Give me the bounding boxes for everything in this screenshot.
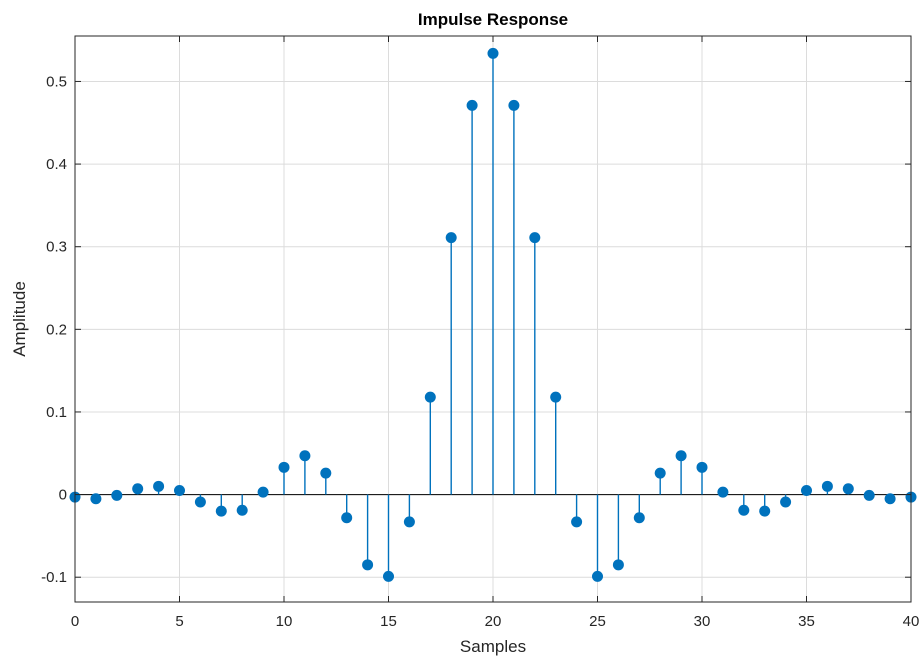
stem-marker bbox=[236, 504, 248, 516]
y-tick-label: 0 bbox=[59, 487, 67, 504]
stem-marker bbox=[362, 559, 374, 571]
x-tick-label: 10 bbox=[276, 613, 293, 630]
stem-marker bbox=[592, 570, 603, 582]
stem-marker bbox=[675, 450, 687, 462]
stem-marker bbox=[717, 486, 729, 498]
stem-marker bbox=[132, 483, 144, 495]
stem-marker bbox=[466, 99, 478, 111]
stem-marker bbox=[612, 559, 624, 571]
stem-marker bbox=[842, 483, 854, 495]
y-tick-label: 0.5 bbox=[46, 73, 67, 90]
stem-marker bbox=[445, 232, 457, 244]
x-tick-label: 25 bbox=[589, 613, 606, 630]
y-tick-label: 0.3 bbox=[46, 239, 67, 256]
chart-title: Impulse Response bbox=[418, 10, 568, 29]
stem-marker bbox=[654, 467, 666, 479]
stem-marker bbox=[194, 496, 206, 508]
stem-marker bbox=[424, 391, 436, 403]
stem-marker bbox=[821, 480, 833, 492]
x-tick-label: 5 bbox=[175, 613, 183, 630]
stem-marker bbox=[801, 484, 812, 496]
stem-marker bbox=[299, 450, 311, 462]
stem-marker bbox=[529, 232, 541, 244]
y-axis-ticks: -0.1 0 0.1 0.2 0.3 0.4 0.5 bbox=[41, 73, 911, 586]
stem-marker bbox=[320, 467, 332, 479]
stem-marker bbox=[884, 493, 896, 505]
x-axis-label: Samples bbox=[460, 637, 526, 656]
x-tick-label: 40 bbox=[903, 613, 920, 630]
y-axis-label: Amplitude bbox=[10, 281, 29, 357]
x-axis-ticks: 0 5 10 15 20 25 30 35 40 bbox=[71, 36, 920, 630]
stem-marker bbox=[633, 512, 645, 524]
stem-marker bbox=[738, 504, 750, 516]
stem-markers bbox=[69, 47, 917, 582]
y-tick-label: -0.1 bbox=[41, 569, 67, 586]
stem-marker bbox=[780, 496, 792, 508]
stem-marker bbox=[696, 461, 708, 473]
stem-marker bbox=[153, 480, 165, 492]
stem-marker bbox=[550, 391, 562, 403]
stem-marker bbox=[508, 99, 520, 111]
x-tick-label: 30 bbox=[694, 613, 711, 630]
stem-marker bbox=[174, 484, 185, 496]
stem-marker bbox=[215, 505, 227, 517]
y-tick-label: 0.2 bbox=[46, 321, 67, 338]
stem-marker bbox=[487, 47, 499, 59]
stem-marker bbox=[571, 516, 583, 528]
stem-marker bbox=[341, 512, 353, 524]
stem-marker bbox=[759, 505, 771, 517]
x-tick-label: 20 bbox=[485, 613, 502, 630]
stem-marker bbox=[111, 489, 123, 501]
y-tick-label: 0.1 bbox=[46, 404, 67, 421]
stem-marker bbox=[278, 461, 290, 473]
stem-marker bbox=[403, 516, 415, 528]
y-tick-label: 0.4 bbox=[46, 156, 67, 173]
x-tick-label: 35 bbox=[798, 613, 815, 630]
stem-marker bbox=[90, 493, 102, 505]
x-tick-label: 15 bbox=[380, 613, 397, 630]
stem-marker bbox=[257, 486, 269, 498]
x-tick-label: 0 bbox=[71, 613, 79, 630]
stem-marker bbox=[383, 570, 394, 582]
stem-marker bbox=[863, 489, 875, 501]
